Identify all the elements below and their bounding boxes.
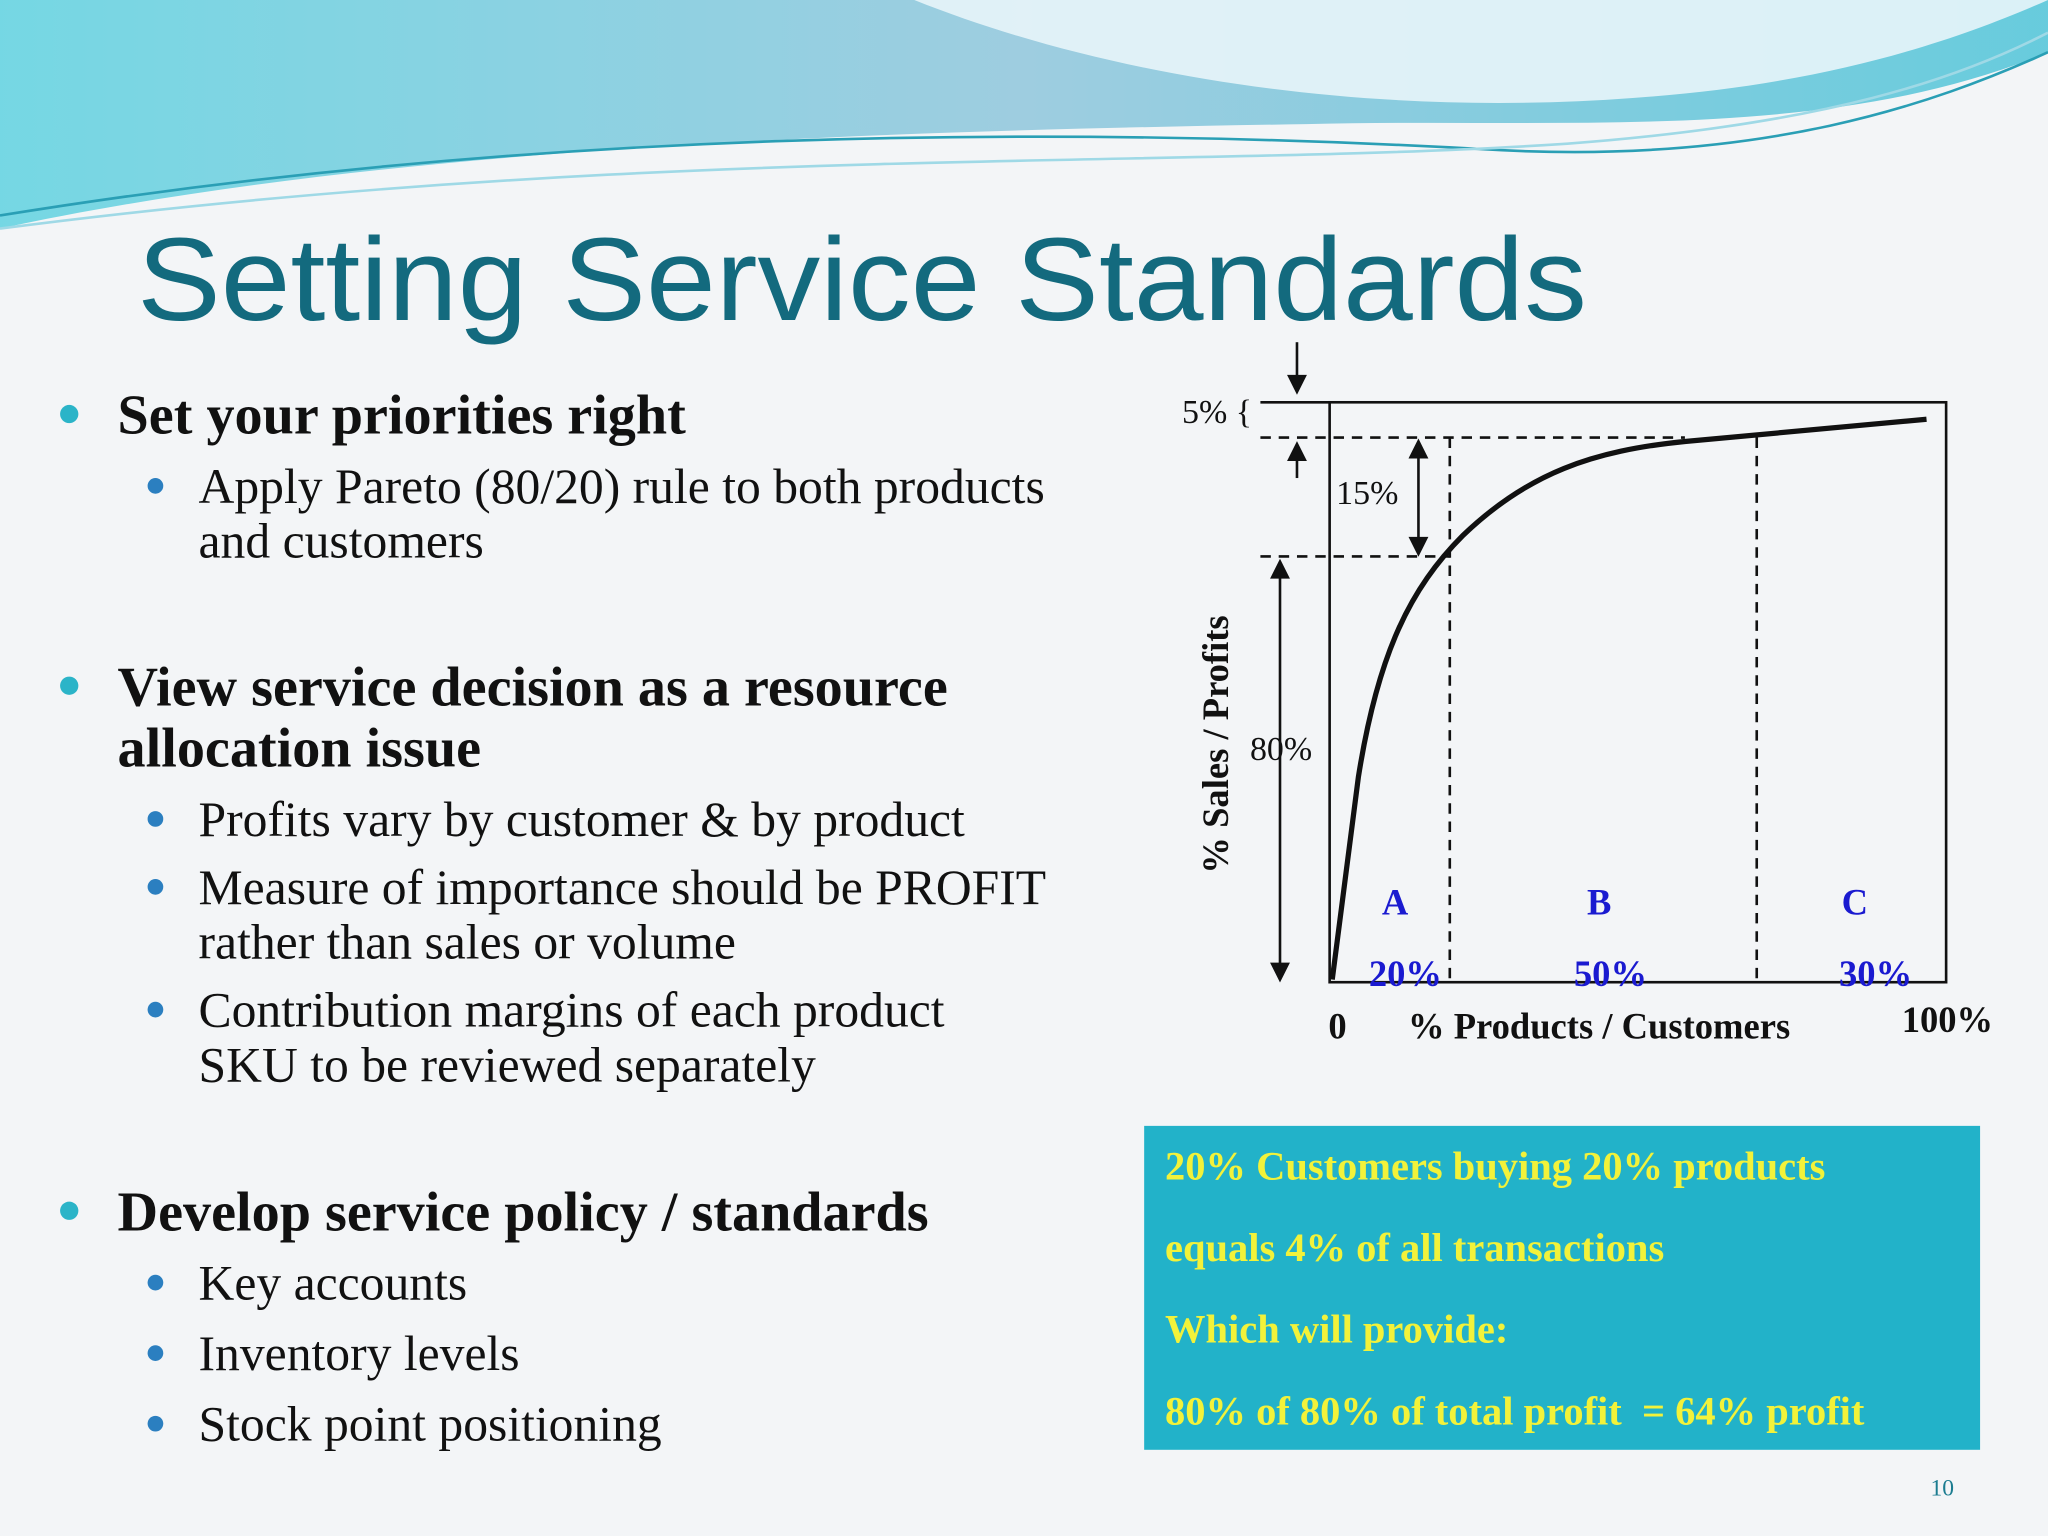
sub-bullet-dot	[147, 811, 164, 827]
sub-bullet-text: Contribution margins of each product	[199, 983, 945, 1038]
x-end-label: 100%	[1902, 999, 1993, 1040]
diagram-frame	[1328, 400, 1948, 984]
arrowhead	[1287, 441, 1307, 462]
callout-text: 20% Customers buying 20% products equals …	[1165, 1143, 1865, 1433]
class-share: 30%	[1839, 953, 1912, 994]
bullet-list: Set your priorities right Apply Pareto (8…	[60, 385, 1046, 1452]
callout-line: 80% of 80% of total profit = 64% profit	[1165, 1388, 1865, 1433]
callout-line: equals 4% of all transactions	[1165, 1225, 1664, 1270]
bullet-text: Develop service policy / standards	[118, 1181, 929, 1243]
sub-bullet-text: Measure of importance should be PROFIT	[199, 860, 1047, 915]
callout-line: Which will provide:	[1165, 1307, 1508, 1352]
header-line	[0, 31, 2048, 230]
bullet-text: allocation issue	[118, 718, 481, 780]
callout-line: 20% Customers buying 20% products	[1165, 1143, 1825, 1188]
sub-bullet-dot	[147, 1274, 164, 1291]
bullet-text: View service decision as a resource	[118, 656, 948, 718]
sub-bullet-text: rather than sales or volume	[199, 915, 736, 970]
sub-bullet-text: Profits vary by customer & by product	[199, 792, 966, 847]
gap-label: 15%	[1336, 475, 1398, 512]
bullet-dot	[60, 1201, 79, 1220]
sub-bullet-dot	[147, 879, 164, 895]
class-labels: A 20% B 50% C 30%	[1369, 881, 1912, 994]
gap-label: 5% {	[1182, 394, 1252, 431]
sub-bullet-text: SKU to be reviewed separately	[199, 1037, 817, 1092]
bullet-text: Set your priorities right	[118, 385, 687, 447]
arrowhead	[1270, 558, 1290, 983]
class-name: A	[1382, 881, 1409, 922]
class-name: C	[1842, 881, 1868, 922]
x-axis-label: % Products / Customers	[1408, 1005, 1790, 1046]
x-start-label: 0	[1328, 1005, 1346, 1046]
sub-bullet-dot	[147, 1415, 164, 1432]
class-share: 50%	[1574, 953, 1647, 994]
sub-bullet-text: Apply Pareto (80/20) rule to both produc…	[199, 459, 1045, 514]
sub-bullet-text: Key accounts	[199, 1256, 468, 1311]
sub-bullet-text: Stock point positioning	[199, 1397, 662, 1452]
sub-bullet-text: Inventory levels	[199, 1326, 520, 1381]
header-line	[0, 51, 2048, 217]
arrowhead	[1408, 438, 1429, 557]
pareto-diagram	[1260, 342, 1948, 984]
class-name: B	[1587, 881, 1611, 922]
sub-bullet-dot	[147, 1345, 164, 1361]
slide-title: Setting Service Standards	[137, 214, 1587, 345]
sub-bullet-text: and customers	[199, 514, 484, 569]
y-axis-label: % Sales / Profits	[1195, 615, 1236, 873]
gap-label: 80%	[1250, 731, 1312, 768]
callout-box	[1144, 1125, 1981, 1450]
class-share: 20%	[1369, 953, 1442, 994]
sub-bullet-dot	[147, 478, 164, 494]
arrowhead	[1287, 374, 1307, 395]
pareto-curve	[1329, 416, 1927, 980]
bullet-dot	[60, 404, 79, 424]
sub-bullet-dot	[147, 1001, 164, 1018]
header-wave-light	[914, 0, 2048, 103]
bullet-dot	[60, 676, 79, 695]
page-number: 10	[1930, 1476, 1954, 1502]
